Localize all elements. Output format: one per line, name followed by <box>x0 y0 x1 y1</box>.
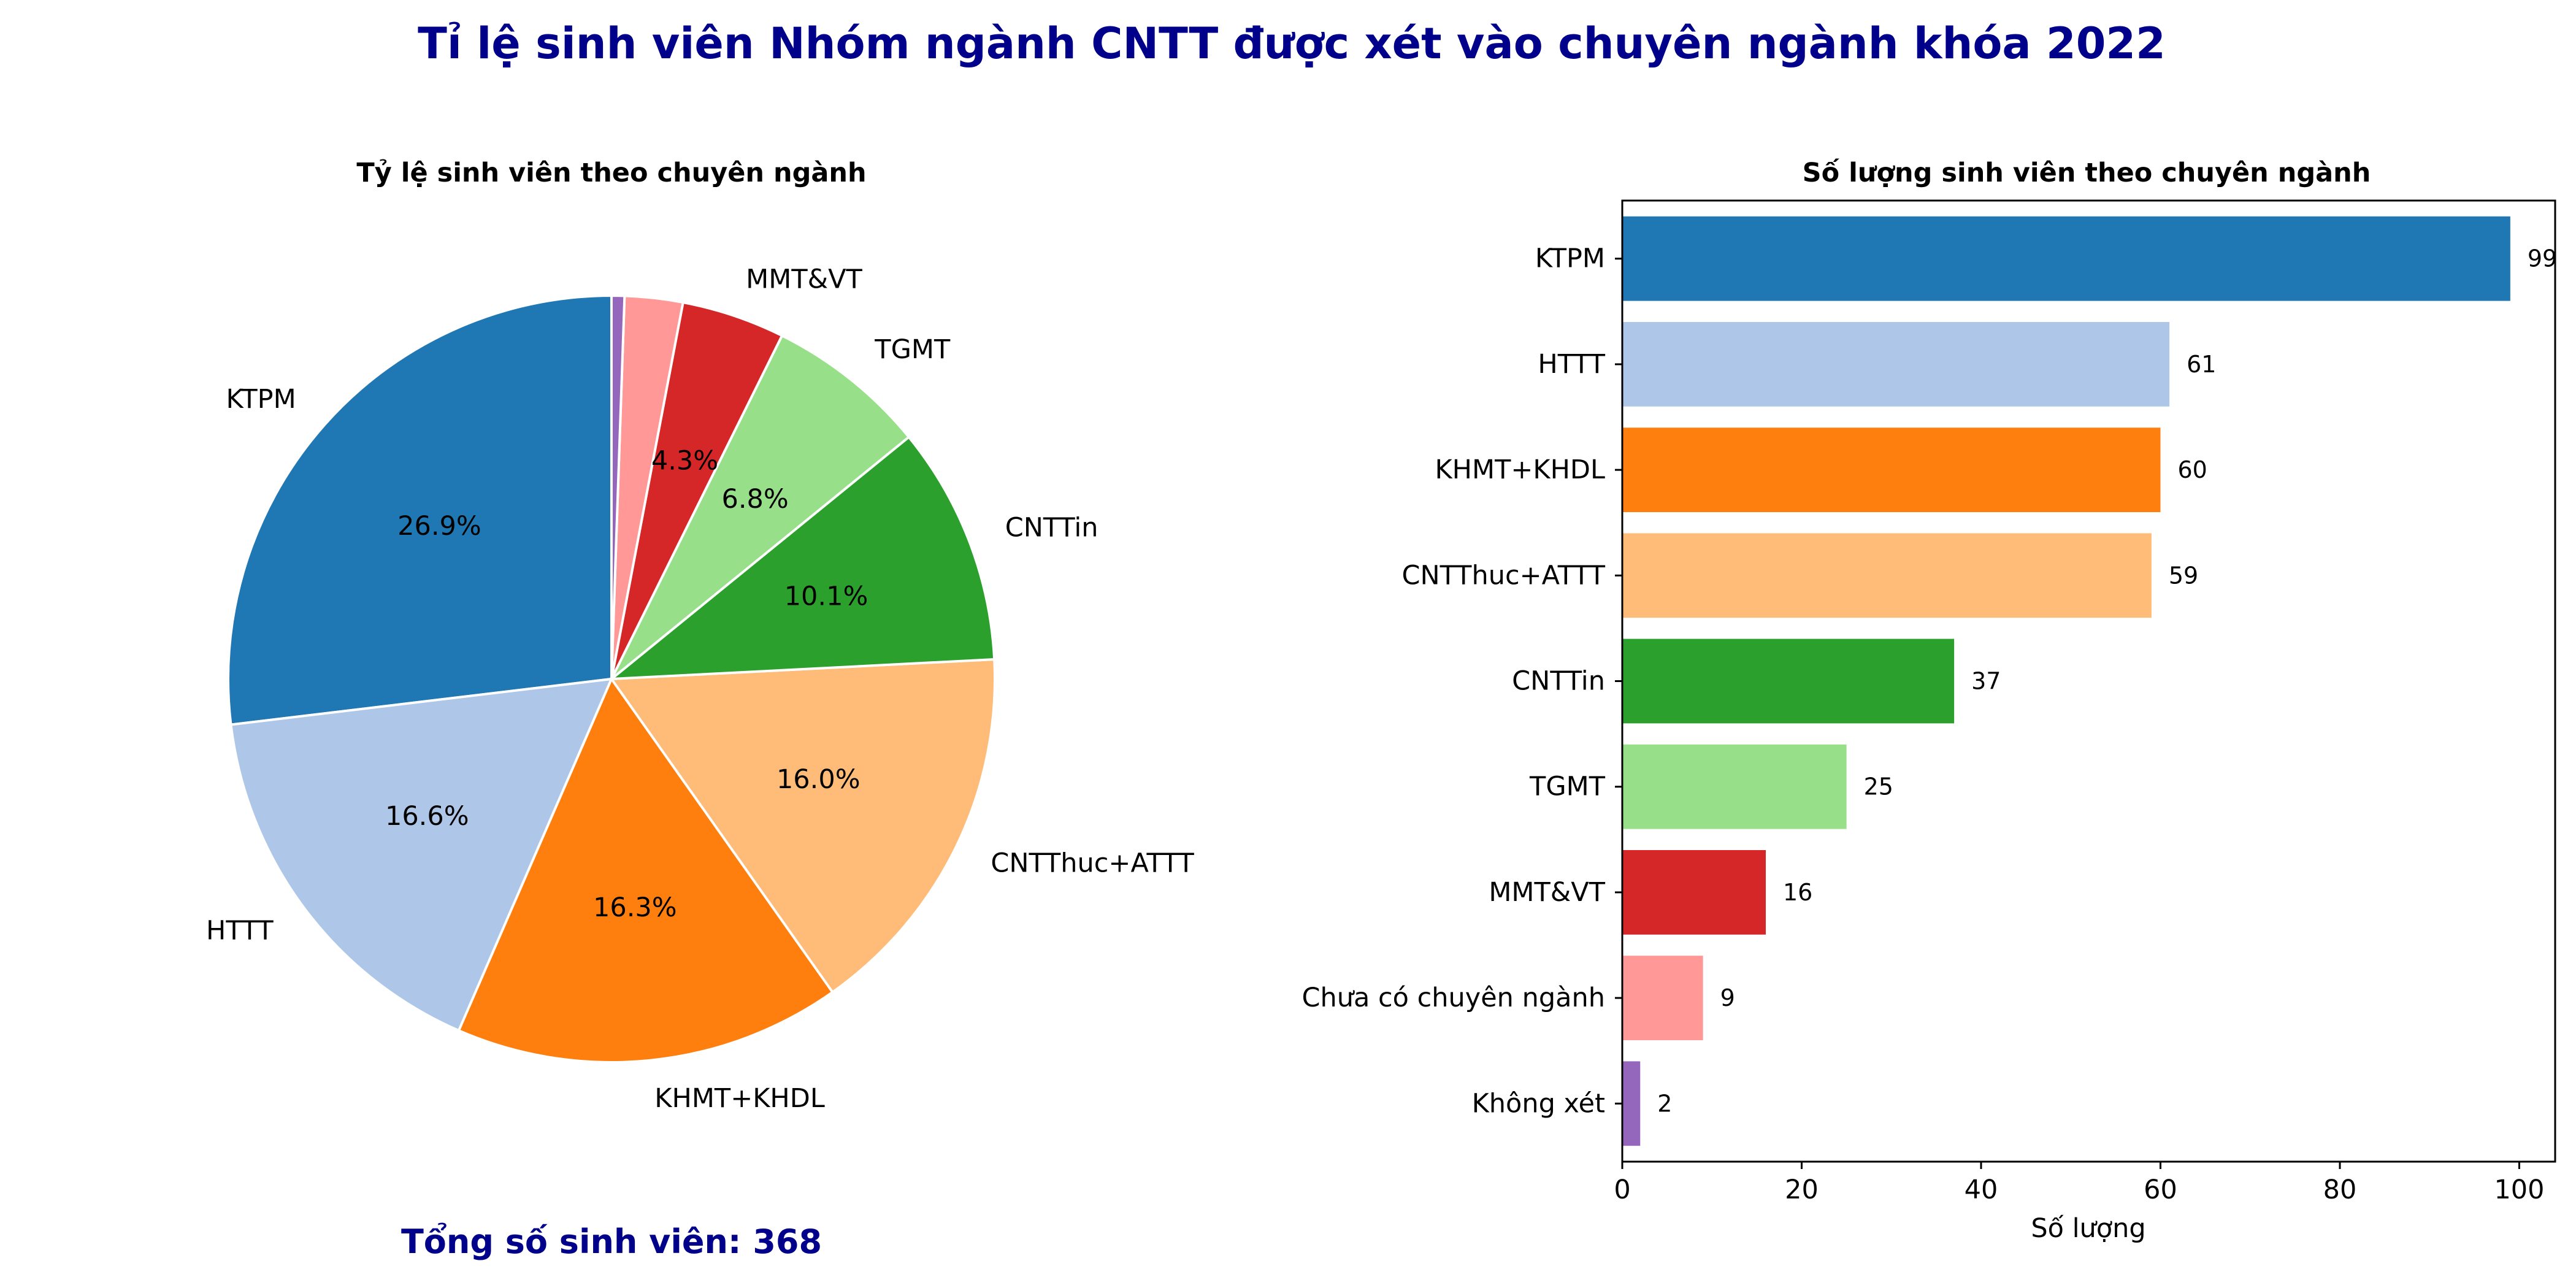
pie-chart-title: Tỷ lệ sinh viên theo chuyên ngành <box>356 158 866 188</box>
pie-pct-label-tgmt: 6.8% <box>722 484 789 515</box>
pie-slice-httt <box>229 677 614 1032</box>
x-tick-label-0: 0 <box>1614 1175 1630 1205</box>
pie-category-label-tgmt: TGMT <box>874 334 951 365</box>
bar-value-label-httt: 61 <box>2187 351 2216 378</box>
pie-slice-ktpm <box>227 294 613 726</box>
x-tick-label-100: 100 <box>2494 1175 2544 1205</box>
y-tick-label-cnttin: CNTTin <box>1512 666 1605 697</box>
x-tick-label-40: 40 <box>1965 1175 1998 1205</box>
bar-value-label-khmt-khdl: 60 <box>2178 456 2207 483</box>
pie-chart: Tỷ lệ sinh viên theo chuyên ngành 26.9% K… <box>206 158 1195 1114</box>
pie-slice-mmt-vt <box>610 301 784 680</box>
pie-slice-tgmt <box>610 334 911 680</box>
pie-slice-cntthuc-attt <box>609 657 996 994</box>
x-tick-label-60: 60 <box>2144 1175 2177 1205</box>
bar-value-label-ch-a-c-chuy-n-ng-nh: 9 <box>1720 984 1735 1011</box>
pie-category-label-mmt-vt: MMT&VT <box>746 264 862 294</box>
y-tick-label-kh-ng-x-t: Không xét <box>1472 1088 1605 1119</box>
pie-pct-label-cnttin: 10.1% <box>784 581 868 611</box>
x-tick-label-20: 20 <box>1785 1175 1819 1205</box>
bar-ktpm <box>1622 216 2510 301</box>
x-tick-label-80: 80 <box>2323 1175 2357 1205</box>
pie-category-label-httt: HTTT <box>206 916 274 946</box>
bar-chart: Số lượng sinh viên theo chuyên ngành 99 6… <box>1301 158 2557 1244</box>
bar-value-label-mmt-vt: 16 <box>1783 879 1812 906</box>
bar-cnttin <box>1622 638 1955 724</box>
bar-cntthuc-attt <box>1622 533 2152 618</box>
figure-title: Tỉ lệ sinh viên Nhóm ngành CNTT được xét… <box>418 18 2166 69</box>
pie-slice-cnttin <box>607 435 996 681</box>
pie-slice-kh-ng-x-t <box>610 294 626 680</box>
bar-value-label-cntthuc-attt: 59 <box>2169 562 2198 589</box>
bar-plot-frame <box>1621 199 2556 1163</box>
bar-ch-a-c-chuy-n-ng-nh <box>1622 956 1703 1040</box>
bar-mmt-vt <box>1622 850 1766 935</box>
bar-kh-ng-x-t <box>1622 1061 1641 1146</box>
bar-value-label-ktpm: 99 <box>2528 245 2557 272</box>
y-tick-label-httt: HTTT <box>1538 349 1605 380</box>
bar-value-label-kh-ng-x-t: 2 <box>1657 1090 1672 1117</box>
y-tick-label-khmt-khdl: KHMT+KHDL <box>1435 454 1605 485</box>
bar-tgmt <box>1622 744 1847 829</box>
bar-khmt-khdl <box>1622 427 2161 512</box>
bar-x-axis-label: Số lượng <box>2031 1213 2145 1244</box>
pie-category-label-ktpm: KTPM <box>226 384 296 415</box>
y-tick-label-tgmt: TGMT <box>1529 772 1606 802</box>
bar-value-label-tgmt: 25 <box>1864 773 1893 800</box>
y-tick-label-ktpm: KTPM <box>1535 243 1605 274</box>
pie-pct-label-mmt-vt: 4.3% <box>651 446 718 477</box>
total-students-label: Tổng số sinh viên: 368 <box>401 1222 822 1261</box>
bar-httt <box>1622 322 2170 407</box>
y-tick-label-ch-a-c-chuy-n-ng-nh: Chưa có chuyên ngành <box>1301 983 1605 1013</box>
y-tick-label-mmt-vt: MMT&VT <box>1489 877 1605 908</box>
pie-pct-label-ktpm: 26.9% <box>397 511 481 542</box>
pie-category-label-khmt-khdl: KHMT+KHDL <box>654 1083 825 1114</box>
pie-pct-label-cntthuc-attt: 16.0% <box>776 764 861 795</box>
pie-pct-label-httt: 16.6% <box>385 801 469 832</box>
y-tick-label-cntthuc-attt: CNTThuc+ATTT <box>1401 560 1605 591</box>
bar-value-label-cnttin: 37 <box>1971 668 2001 695</box>
pie-pct-label-khmt-khdl: 16.3% <box>593 892 677 923</box>
bar-chart-title: Số lượng sinh viên theo chuyên ngành <box>1803 158 2371 188</box>
pie-category-label-cntthuc-attt: CNTThuc+ATTT <box>991 848 1194 879</box>
pie-slice-khmt-khdl <box>457 676 835 1064</box>
pie-category-label-cnttin: CNTTin <box>1005 512 1098 543</box>
